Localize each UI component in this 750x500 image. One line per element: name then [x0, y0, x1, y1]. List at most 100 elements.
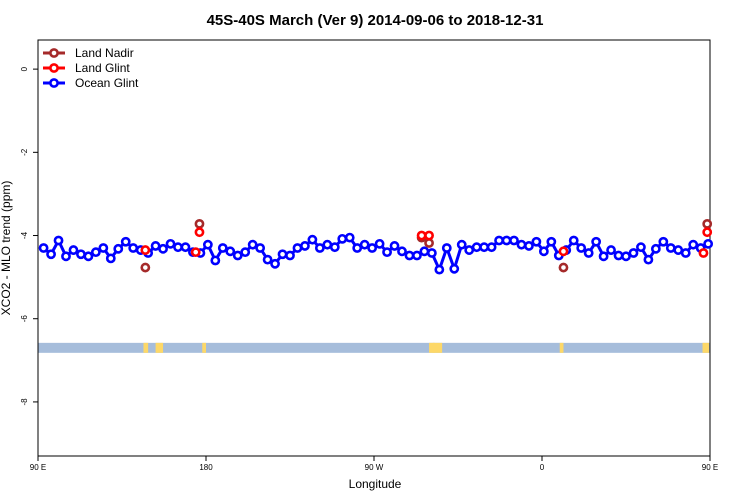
- ocean-glint-point: [105, 253, 116, 264]
- land-span: [143, 342, 149, 353]
- ocean-glint-point: [240, 247, 251, 258]
- ocean-glint-point: [180, 242, 191, 253]
- ocean-glint-point: [38, 243, 49, 253]
- ocean-glint-point: [479, 242, 490, 253]
- ocean-glint-point: [374, 238, 385, 249]
- ocean-glint-point: [471, 242, 482, 253]
- land-glint-point: [424, 230, 434, 241]
- ocean-glint-point: [441, 243, 452, 253]
- ocean-glint-point: [329, 242, 340, 253]
- ocean-glint-point: [516, 239, 527, 250]
- ocean-glint-point: [46, 249, 56, 260]
- ocean-glint-point: [404, 250, 415, 261]
- x-tick-label: 90 E: [30, 463, 46, 472]
- ocean-glint-point: [673, 245, 684, 255]
- ocean-glint-point: [255, 243, 266, 253]
- ocean-glint-point: [98, 243, 109, 253]
- ocean-glint-point: [703, 238, 714, 249]
- legend-land-nadir-label: Land Nadir: [75, 46, 134, 60]
- ocean-glint-point: [173, 242, 183, 253]
- ocean-glint-point: [90, 247, 101, 258]
- ocean-glint-point: [314, 243, 325, 253]
- ocean-glint-point: [486, 242, 497, 253]
- ocean-glint-point: [128, 243, 139, 253]
- ocean-glint-point: [322, 239, 333, 250]
- ocean-glint-point: [389, 241, 400, 251]
- ocean-glint-point: [247, 239, 258, 250]
- y-tick-label: -6: [20, 315, 29, 323]
- x-tick-label: 90 E: [702, 463, 718, 472]
- y-tick-label: 0: [20, 66, 29, 71]
- y-tick-label: -8: [20, 398, 29, 406]
- ocean-glint-point: [359, 239, 370, 250]
- ocean-glint-point: [419, 246, 430, 257]
- ocean-glint-point: [83, 251, 94, 262]
- ocean-glint-point: [494, 235, 504, 246]
- ocean-glint-point: [202, 239, 213, 250]
- land-glint-point: [702, 227, 713, 238]
- y-tick-label: -2: [20, 148, 29, 156]
- ocean-glint-point: [76, 249, 86, 260]
- ocean-glint-point: [680, 248, 691, 258]
- ocean-glint-point: [285, 250, 295, 261]
- land-glint-point: [416, 230, 427, 241]
- land-glint-point: [698, 248, 709, 258]
- ocean-glint-point: [636, 242, 646, 253]
- ocean-glint-point: [165, 238, 176, 249]
- x-axis-label: Longitude: [349, 477, 402, 491]
- land-ocean-band: [38, 342, 710, 353]
- x-tick-label: 90 W: [365, 463, 384, 472]
- land-glint-point: [558, 246, 569, 257]
- land-span: [202, 342, 206, 353]
- ocean-glint-point: [262, 254, 273, 265]
- land-span: [559, 342, 564, 353]
- ocean-glint-point: [606, 245, 616, 255]
- ocean-glint-point: [628, 248, 639, 258]
- ocean-glint-point: [397, 246, 407, 257]
- land-glint-point: [194, 227, 205, 238]
- legend-ocean-glint-marker: [49, 78, 59, 88]
- ocean-glint-point: [524, 241, 534, 251]
- ocean-glint-point: [158, 243, 168, 254]
- land-glint-point: [190, 247, 201, 258]
- ocean-glint-point: [591, 236, 602, 247]
- ocean-glint-point: [501, 235, 512, 246]
- ocean-glint-point: [531, 236, 542, 247]
- ocean-glint-point: [292, 243, 303, 253]
- land-nadir-point: [702, 218, 713, 229]
- ocean-glint-point: [337, 233, 348, 244]
- ocean-glint-point: [509, 235, 519, 246]
- y-tick-label: -4: [20, 231, 29, 239]
- legend-land-glint-label: Land Glint: [75, 61, 130, 75]
- x-tick-label: 0: [540, 463, 545, 472]
- ocean-glint-point: [643, 254, 654, 265]
- ocean-glint-point: [217, 243, 228, 253]
- land-span: [155, 342, 164, 353]
- x-axis: 90 E 180 90 W 0 90 E: [30, 456, 718, 472]
- ocean-glint-point: [232, 250, 243, 261]
- ocean-glint-point: [53, 235, 64, 246]
- ocean-glint-point: [538, 246, 549, 257]
- ocean-glint-point: [434, 264, 445, 275]
- ocean-glint-point: [576, 243, 587, 253]
- ocean-glint-point: [650, 243, 661, 254]
- ocean-glint-point: [456, 239, 467, 250]
- ocean-glint-point: [270, 258, 280, 269]
- ocean-glint-point: [613, 250, 624, 261]
- ocean-glint-point: [412, 250, 422, 261]
- legend-land-nadir-marker: [49, 48, 59, 58]
- ocean-glint-point: [665, 243, 676, 253]
- ocean-glint-point: [210, 255, 221, 266]
- ocean-glint-point: [426, 248, 437, 258]
- land-span: [432, 342, 443, 353]
- x-tick-label: 180: [199, 463, 213, 472]
- ocean-glint-point: [300, 241, 310, 251]
- ocean-glint-point: [568, 235, 579, 246]
- ocean-glint-point: [464, 245, 475, 255]
- y-axis-label: XCO2 - MLO trend (ppm): [0, 181, 13, 316]
- ocean-glint-point: [225, 246, 236, 257]
- ocean-glint-point: [307, 234, 318, 245]
- land-nadir-point: [194, 218, 205, 229]
